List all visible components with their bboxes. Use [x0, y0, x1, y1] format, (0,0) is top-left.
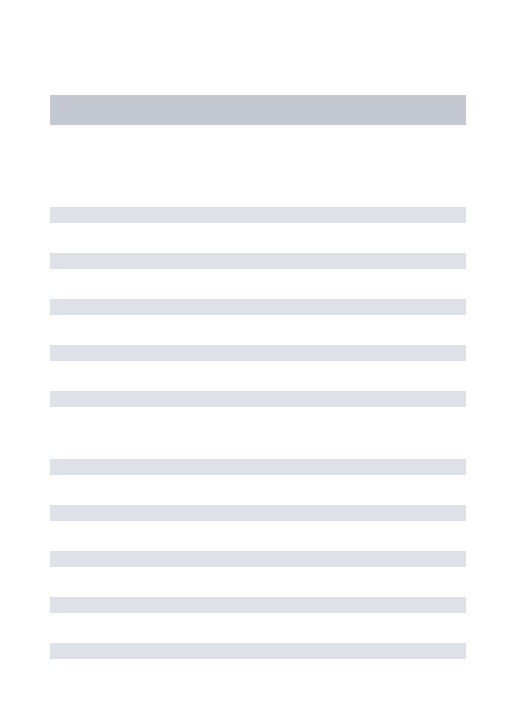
section-gap: [50, 437, 466, 459]
skeleton-line: [50, 551, 466, 567]
skeleton-line: [50, 597, 466, 613]
skeleton-line: [50, 505, 466, 521]
skeleton-line: [50, 643, 466, 659]
skeleton-line: [50, 207, 466, 223]
skeleton-title-bar: [50, 95, 466, 125]
skeleton-line: [50, 459, 466, 475]
skeleton-line: [50, 345, 466, 361]
skeleton-line: [50, 391, 466, 407]
skeleton-line: [50, 253, 466, 269]
skeleton-line: [50, 299, 466, 315]
